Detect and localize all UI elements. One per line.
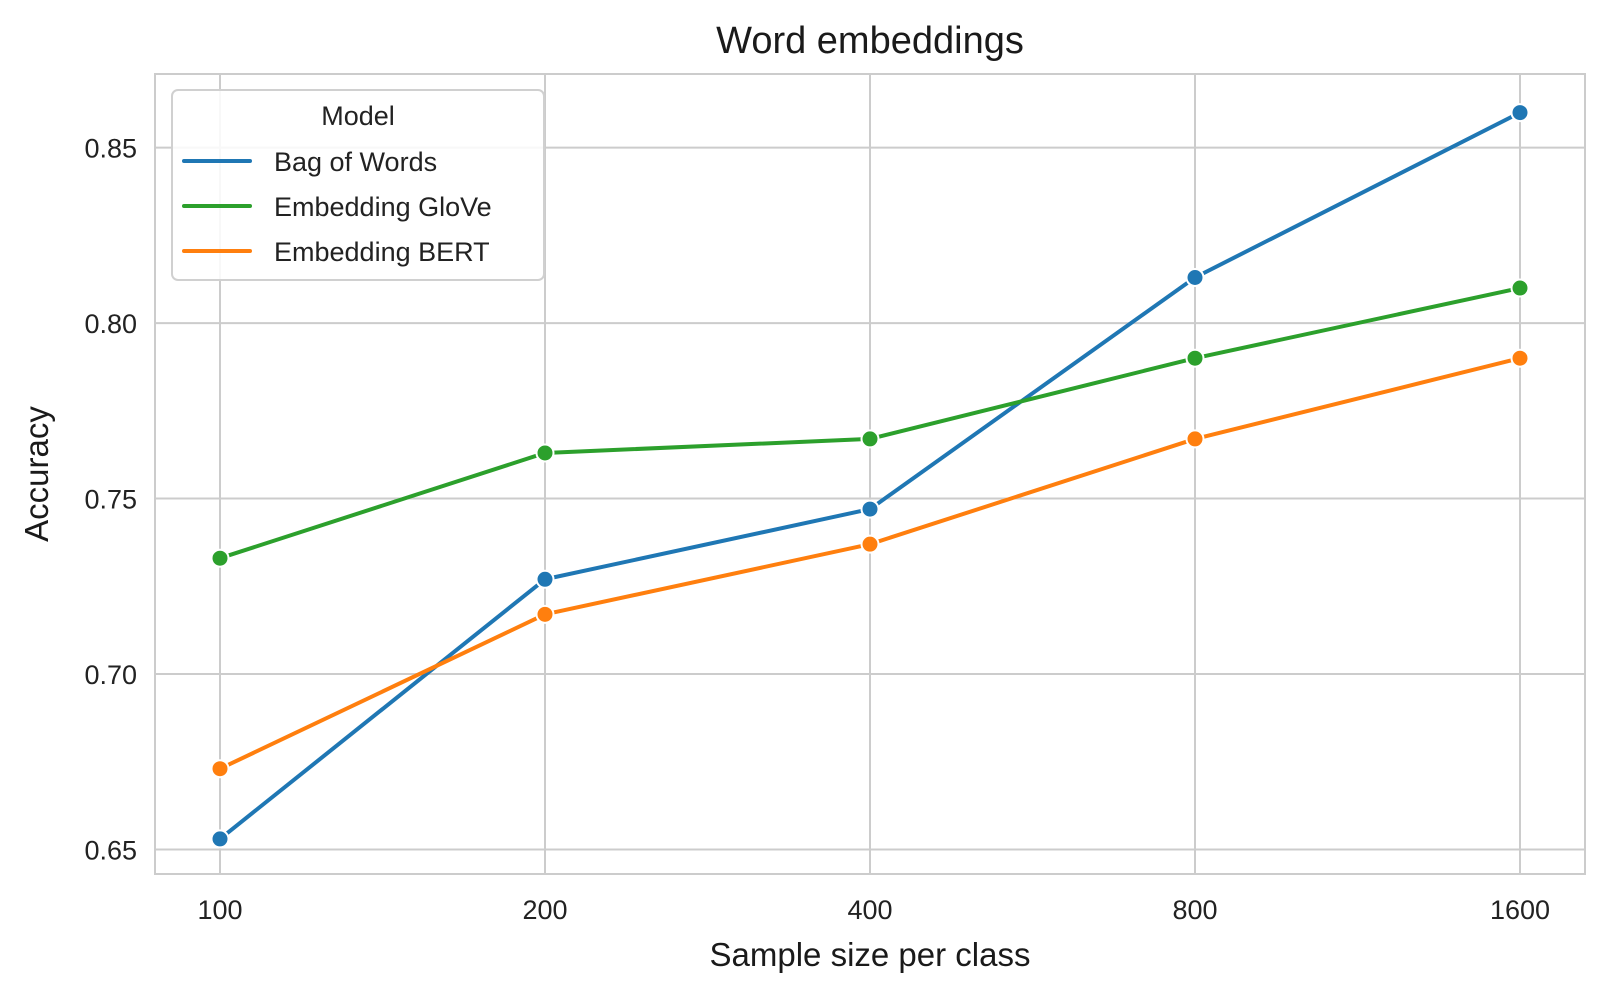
legend-entry: Embedding GloVe — [274, 192, 492, 222]
y-axis-label: Accuracy — [18, 406, 55, 542]
tick-labels: 100 200 400 800 1600 0.65 0.70 0.75 0.80 0.85 — [84, 134, 1550, 925]
data-point — [1185, 429, 1205, 449]
series — [210, 348, 1530, 779]
x-tick-label: 1600 — [1490, 895, 1550, 925]
data-point — [1185, 348, 1205, 368]
data-point — [210, 759, 230, 779]
x-tick-label: 200 — [522, 895, 567, 925]
data-point — [535, 569, 555, 589]
x-tick-label: 100 — [197, 895, 242, 925]
x-tick-label: 400 — [847, 895, 892, 925]
data-point — [535, 443, 555, 463]
data-point — [1185, 268, 1205, 288]
y-tick-label: 0.75 — [84, 485, 137, 515]
data-point — [210, 829, 230, 849]
series — [210, 278, 1530, 568]
data-point — [1510, 278, 1530, 298]
data-point — [860, 534, 880, 554]
data-point — [1510, 348, 1530, 368]
data-point — [1510, 103, 1530, 123]
grid — [154, 73, 1586, 875]
legend-entry: Embedding BERT — [274, 237, 490, 267]
y-tick-label: 0.70 — [84, 660, 137, 690]
data-point — [860, 499, 880, 519]
legend: Model Bag of Words Embedding GloVe Embeddin… — [171, 89, 545, 281]
x-axis-label: Sample size per class — [710, 936, 1031, 973]
x-tick-label: 800 — [1172, 895, 1217, 925]
data-point — [860, 429, 880, 449]
y-tick-label: 0.85 — [84, 134, 137, 164]
legend-entry: Bag of Words — [274, 147, 437, 177]
chart-title: Word embeddings — [716, 20, 1024, 62]
data-point — [535, 604, 555, 624]
y-tick-label: 0.80 — [84, 309, 137, 339]
legend-box — [171, 89, 545, 281]
series-lines — [210, 103, 1530, 849]
y-tick-label: 0.65 — [84, 835, 137, 865]
data-point — [210, 548, 230, 568]
legend-title: Model — [321, 101, 395, 131]
